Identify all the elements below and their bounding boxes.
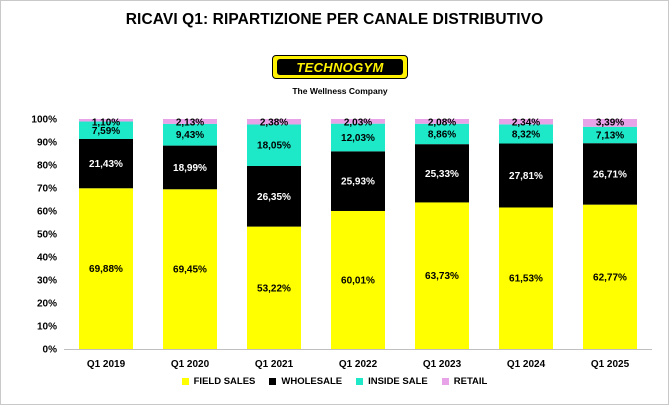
legend-label: RETAIL [453,376,488,387]
bar-segment-field-sales [499,207,553,349]
legend-swatch [441,378,449,385]
data-label: 53,22% [257,283,291,294]
data-label: 2,38% [260,118,288,129]
bar-segment-field-sales [79,188,133,349]
bar-segment-inside-sale [583,126,637,144]
bar-segment-inside-sale [79,121,133,139]
bar-segment-field-sales [331,210,385,349]
data-label: 60,01% [341,275,375,286]
bar-segment-retail [331,119,385,124]
data-label: 18,99% [173,163,207,174]
y-tick-label: 40% [37,253,57,264]
data-label: 69,88% [89,264,123,275]
x-tick-label: Q1 2021 [255,359,294,370]
y-tick-label: 70% [37,184,57,195]
legend-label: FIELD SALES [193,376,256,387]
technogym-logo: TECHNOGYM [272,55,408,79]
y-tick-label: 0% [43,345,58,356]
data-label: 2,03% [344,118,372,129]
bar-segment-wholesale [79,138,133,189]
data-label: 25,33% [425,169,459,180]
bar-segment-retail [163,119,217,124]
bar-segment-wholesale [415,144,469,203]
data-label: 2,34% [512,118,540,129]
bar-segment-field-sales [247,226,301,349]
bar-segment-wholesale [499,143,553,208]
data-label: 25,93% [341,177,375,188]
data-label: 7,13% [596,130,624,141]
data-label: 8,32% [512,129,540,140]
legend-item: RETAIL [441,376,488,387]
data-label: 1,10% [92,118,120,129]
data-label: 2,08% [428,118,456,129]
logo-tagline: The Wellness Company [292,86,388,96]
data-label: 21,43% [89,159,123,170]
legend-item: INSIDE SALE [356,376,428,387]
x-tick-label: Q1 2025 [591,359,630,370]
x-tick-label: Q1 2019 [87,359,126,370]
data-label: 12,03% [341,133,375,144]
data-label: 2,13% [176,118,204,129]
data-label: 27,81% [509,171,543,182]
x-tick-label: Q1 2022 [339,359,378,370]
chart-legend: FIELD SALES WHOLESALE INSIDE SALE RETAIL [0,376,669,387]
logo-wordmark: TECHNOGYM [277,59,403,75]
legend-swatch [269,378,277,385]
y-tick-label: 20% [37,299,57,310]
chart-title: RICAVI Q1: RIPARTIZIONE PER CANALE DISTR… [125,11,544,28]
bar-segment-field-sales [415,202,469,349]
y-tick-label: 10% [37,322,57,333]
legend-swatch [181,378,189,385]
x-tick-label: Q1 2024 [507,359,546,370]
bar-segment-field-sales [163,189,217,349]
x-tick-label: Q1 2020 [171,359,210,370]
bar-segment-inside-sale [247,124,301,166]
bar-segment-wholesale [163,145,217,190]
data-label: 26,35% [257,192,291,203]
data-label: 18,05% [257,141,291,152]
data-label: 26,71% [593,169,627,180]
y-tick-label: 50% [37,230,57,241]
legend-label: WHOLESALE [281,376,343,387]
x-tick-label: Q1 2023 [423,359,462,370]
y-tick-label: 90% [37,138,57,149]
data-label: 69,45% [173,265,207,276]
y-tick-label: 30% [37,276,57,287]
data-label: 7,59% [92,126,120,137]
bar-segment-retail [583,119,637,127]
legend-swatch [356,378,364,385]
bar-segment-wholesale [583,143,637,205]
bar-segment-inside-sale [499,124,553,144]
data-label: 8,86% [428,129,456,140]
data-label: 61,53% [509,274,543,285]
bar-segment-retail [79,119,133,122]
data-label: 62,77% [593,272,627,283]
data-label: 63,73% [425,271,459,282]
bar-segment-wholesale [247,165,301,227]
bar-segment-retail [499,119,553,125]
y-tick-label: 100% [31,115,57,126]
bar-segment-retail [247,119,301,125]
y-tick-label: 80% [37,161,57,172]
y-tick-label: 60% [37,207,57,218]
bar-segment-inside-sale [415,123,469,145]
bar-segment-field-sales [583,204,637,349]
bar-segment-retail [415,119,469,124]
data-label: 9,43% [176,130,204,141]
bar-segment-inside-sale [331,123,385,152]
bar-segment-wholesale [331,151,385,211]
legend-item: FIELD SALES [181,376,256,387]
bar-segment-inside-sale [163,123,217,146]
legend-label: INSIDE SALE [368,376,428,387]
legend-item: WHOLESALE [269,376,342,387]
data-label: 3,39% [596,118,624,129]
